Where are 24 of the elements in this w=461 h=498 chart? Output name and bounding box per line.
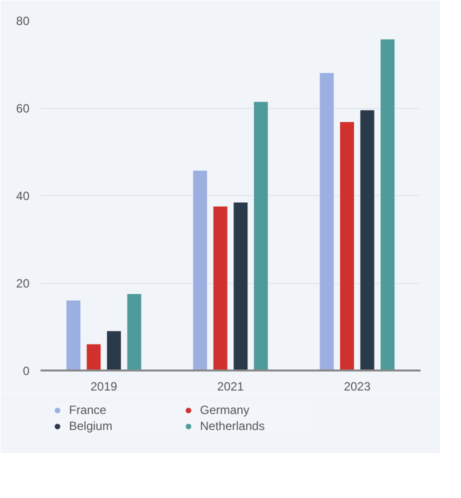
bar (234, 202, 248, 370)
y-tick-label: 0 (22, 364, 30, 378)
bar (320, 73, 334, 370)
y-tick-label: 40 (16, 189, 30, 203)
y-tick-label: 20 (16, 276, 30, 290)
legend-label: France (69, 403, 108, 417)
x-tick-label: 2019 (90, 380, 118, 394)
legend-label: Germany (200, 403, 250, 417)
bar (360, 110, 374, 370)
y-tick-label: 60 (16, 102, 30, 116)
bar (193, 170, 208, 370)
x-tick-label: 2021 (217, 380, 244, 394)
bar (86, 344, 101, 370)
bar (127, 294, 142, 370)
legend-label: Belgium (69, 419, 114, 433)
bar (254, 102, 268, 370)
legend-label: Netherlands (200, 419, 266, 433)
bar (380, 39, 395, 370)
x-tick-label: 2023 (344, 380, 371, 394)
bar (66, 300, 80, 370)
bar (340, 122, 354, 370)
y-tick-label: 80 (16, 14, 30, 28)
bar (107, 331, 121, 370)
bar (213, 206, 228, 370)
